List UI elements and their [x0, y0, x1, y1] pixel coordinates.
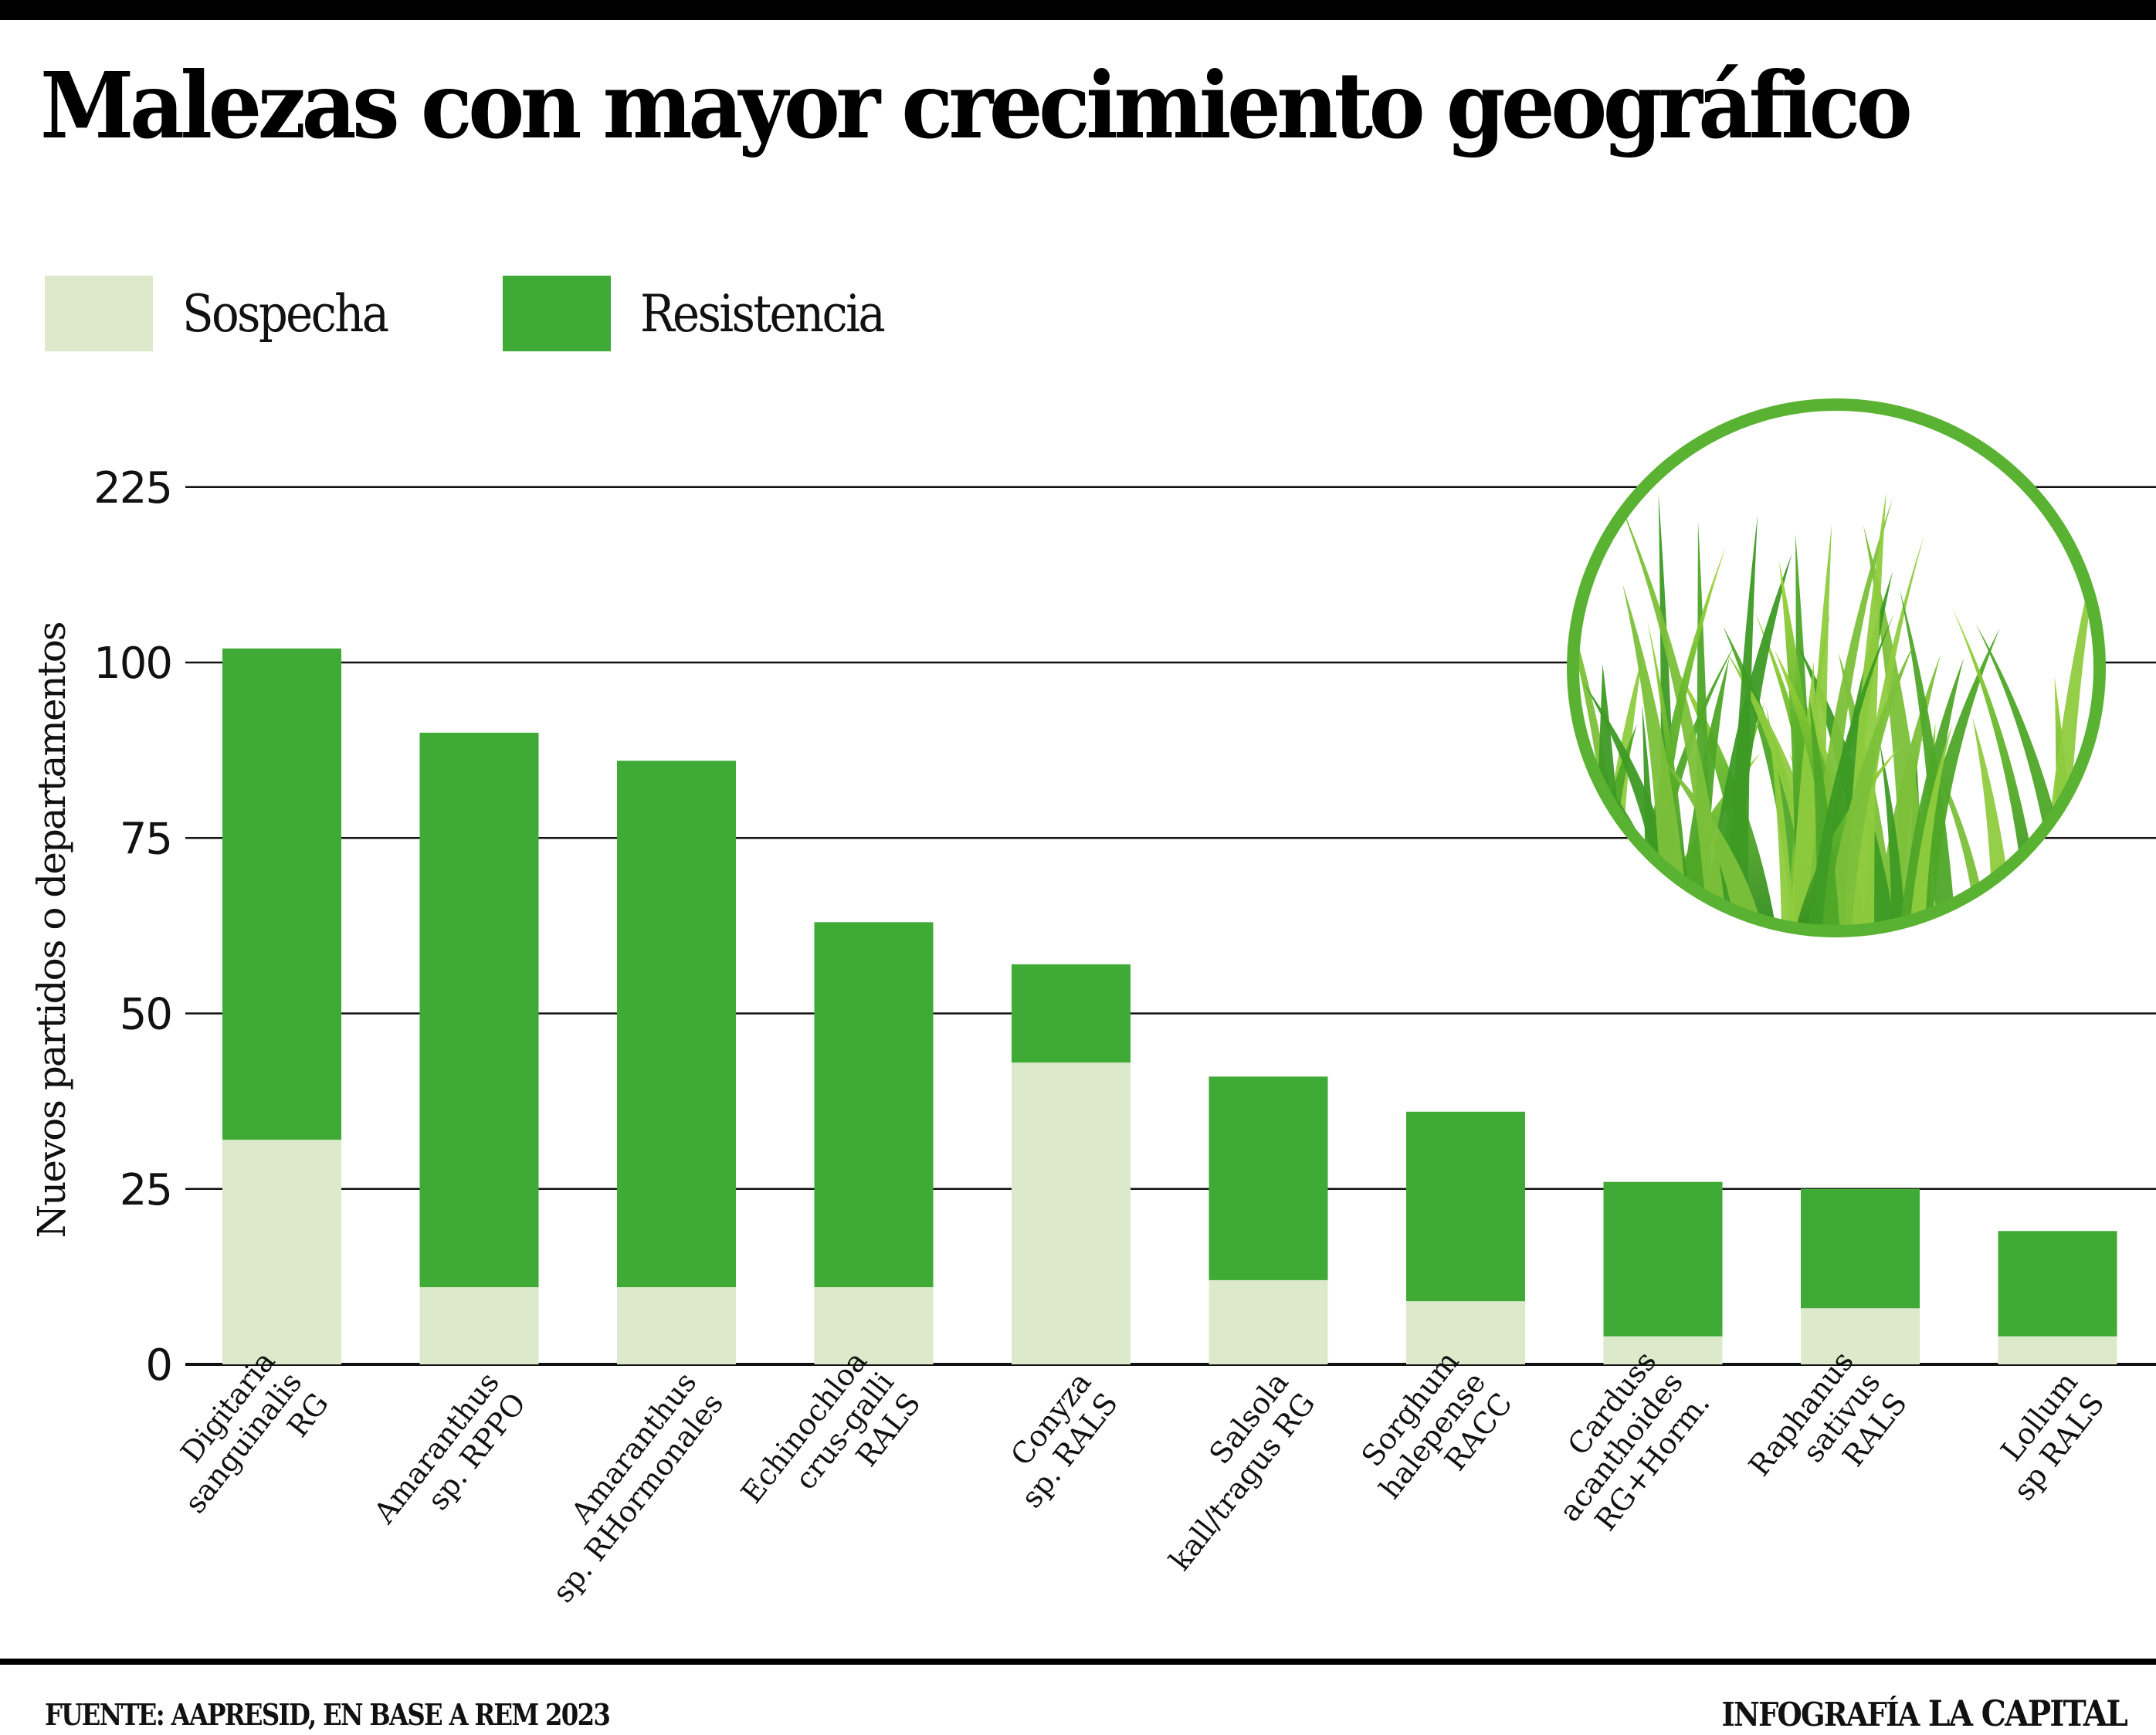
bar-resistencia [814, 922, 934, 1288]
y-tick-label: 25 [120, 1165, 171, 1215]
bar-sospecha [1998, 1336, 2117, 1364]
y-tick-label: 75 [120, 814, 171, 864]
bar-sospecha [1209, 1279, 1328, 1364]
y-tick-label: 100 [93, 639, 171, 689]
grass-blade [1908, 723, 1953, 932]
bar-sospecha [1801, 1308, 1920, 1364]
bar-resistencia [1012, 964, 1131, 1063]
credit-brand: LA CAPITAL [1927, 1693, 2128, 1734]
bar-sospecha [1012, 1062, 1131, 1364]
bar-resistencia [222, 648, 341, 1140]
bar-sospecha [419, 1287, 539, 1364]
grass-circle-illustration [1567, 398, 2106, 937]
y-tick-label: 225 [93, 463, 171, 513]
legend-swatch-sospecha [45, 276, 153, 351]
grass-blade [1622, 584, 1690, 932]
bar-resistencia [1801, 1188, 1920, 1309]
credit-prefix: INFOGRAFÍA [1721, 1696, 1920, 1733]
bar-group [1998, 1231, 2117, 1364]
legend-label-sospecha: Sospecha [182, 283, 389, 344]
grass-blade [1766, 704, 1795, 932]
bar-group [1012, 964, 1131, 1364]
bar-sospecha [617, 1287, 736, 1364]
bar-resistencia [617, 761, 736, 1288]
legend: Sospecha Resistencia [45, 276, 1003, 351]
page-title: Malezas con mayor crecimiento geográfico [40, 52, 1913, 159]
grass-blade [1823, 643, 1914, 932]
legend-swatch-resistencia [502, 276, 611, 351]
bars [222, 648, 2117, 1364]
footer-rule [0, 1659, 2156, 1665]
bar-group [419, 732, 539, 1364]
bar-group [1603, 1181, 1723, 1364]
legend-item-resistencia: Resistencia [502, 276, 910, 351]
bar-group [814, 922, 934, 1364]
grass-blade [1662, 759, 1765, 932]
bar-sospecha [222, 1140, 341, 1364]
bar-group [1209, 1076, 1328, 1364]
bar-resistencia [1998, 1231, 2117, 1337]
grass-blade [1727, 514, 1758, 932]
bar-group [222, 648, 341, 1364]
y-tick-label: 50 [120, 990, 171, 1040]
bar-resistencia [1406, 1111, 1525, 1302]
bar-group [1801, 1188, 1920, 1364]
footer-credit: INFOGRAFÍA LA CAPITAL [1721, 1693, 2127, 1734]
grass-blade [1880, 742, 1907, 932]
circle-ring [1567, 398, 2106, 937]
bar-resistencia [1603, 1181, 1723, 1337]
bar-group [617, 761, 736, 1364]
legend-item-sospecha: Sospecha [45, 276, 410, 351]
bar-sospecha [1603, 1336, 1723, 1364]
grass-blade [1899, 588, 1957, 932]
grass-icon [1572, 491, 2100, 932]
bar-sospecha [814, 1287, 934, 1364]
bar-resistencia [419, 732, 539, 1288]
y-axis-ticks: 0 25 50 75 100 225 [93, 463, 173, 1391]
grass-blade [1806, 612, 1895, 932]
y-axis-label: Nuevos partidos o departamentos [29, 622, 74, 1239]
bar-group [1406, 1111, 1525, 1364]
footer-source: FUENTE: AAPRESID, EN BASE A REM 2023 [45, 1697, 611, 1732]
bar-sospecha [1406, 1301, 1525, 1364]
grass-blade [1619, 500, 1728, 932]
bar-resistencia [1209, 1076, 1328, 1280]
y-tick-label: 0 [145, 1340, 171, 1391]
top-rule [0, 0, 2156, 20]
legend-label-resistencia: Resistencia [639, 283, 886, 344]
grass-blade [1916, 728, 1990, 932]
